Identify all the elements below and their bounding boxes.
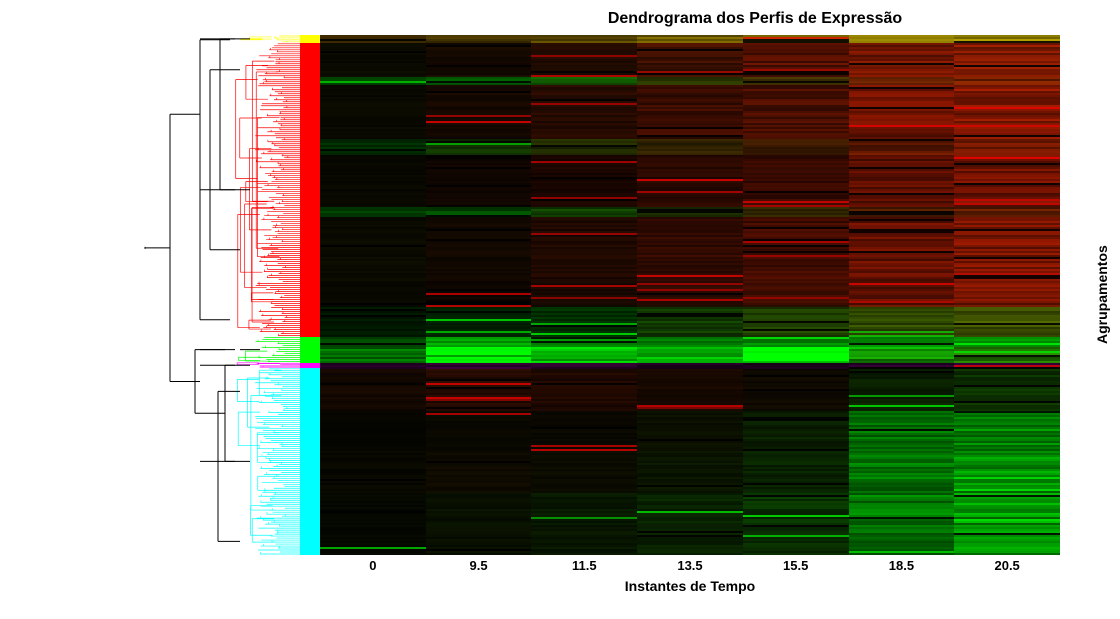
cluster-color-bar [300, 35, 320, 555]
heatmap-column [531, 35, 637, 555]
cluster-segment [300, 43, 320, 337]
row-dendrogram [140, 35, 300, 555]
heatmap [320, 35, 1060, 555]
x-tick-label: 0 [323, 558, 423, 573]
cluster-segment [300, 368, 320, 555]
dendrogram-heatmap-chart: Dendrograma dos Perfis de Expressão Inst… [0, 0, 1120, 619]
heatmap-column [954, 35, 1060, 555]
x-tick-label: 18.5 [851, 558, 951, 573]
heatmap-column [743, 35, 849, 555]
x-tick-label: 15.5 [746, 558, 846, 573]
y-axis-label: Agrupamentos [1094, 35, 1110, 555]
x-axis-label: Instantes de Tempo [320, 578, 1060, 594]
heatmap-column [320, 35, 426, 555]
x-tick-label: 9.5 [429, 558, 529, 573]
x-tick-label: 11.5 [534, 558, 634, 573]
heatmap-column [849, 35, 955, 555]
x-tick-label: 13.5 [640, 558, 740, 573]
heatmap-column [637, 35, 743, 555]
chart-title: Dendrograma dos Perfis de Expressão [450, 10, 1060, 28]
heatmap-column [426, 35, 532, 555]
cluster-segment [300, 337, 320, 363]
cluster-segment [300, 35, 320, 43]
x-tick-label: 20.5 [957, 558, 1057, 573]
